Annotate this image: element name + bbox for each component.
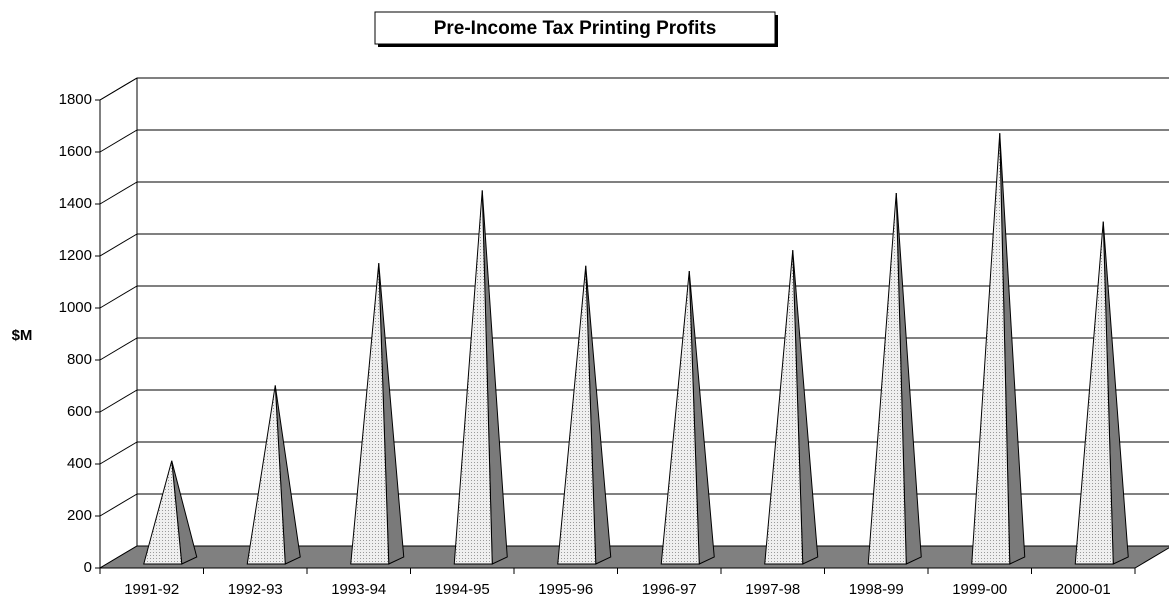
grid-line-side [99,181,138,205]
pyramid-front [350,263,390,565]
y-tick-label: 800 [67,351,92,368]
pyramid-front [764,250,804,565]
grid-line-side [99,285,138,309]
pyramid [867,192,922,565]
y-tick-label: 400 [67,455,92,472]
pyramid-front [453,190,493,565]
y-tick-label: 1600 [59,143,92,160]
y-tick-label: 200 [67,507,92,524]
pyramid [350,263,405,565]
pyramid [971,133,1026,565]
grid-line-side [99,493,138,517]
y-tick-label: 1400 [59,195,92,212]
chart-title: Pre-Income Tax Printing Profits [434,18,717,39]
grid-line-side [99,337,138,361]
title-box [374,11,776,45]
x-tick-label: 1996-97 [642,581,697,598]
grid-line-side [99,441,138,465]
y-tick-label: 600 [67,403,92,420]
y-tick-label: 0 [84,559,92,576]
y-tick-label: 1800 [59,91,92,108]
x-tick-label: 1992-93 [228,581,283,598]
y-axis-label: $M [12,327,33,344]
x-tick-label: 1998-99 [849,581,904,598]
grid-line-side [99,77,138,101]
pyramid [143,460,198,565]
grid-line-side [99,389,138,413]
pyramid [660,270,715,565]
x-tick-label: 1999-00 [952,581,1007,598]
pyramid-front [557,265,597,565]
pyramid-front [143,460,183,565]
grid-line-side [99,129,138,153]
pyramid [764,250,819,565]
pyramid-front [660,270,700,565]
pyramid [557,265,612,565]
y-tick-label: 1200 [59,247,92,264]
x-tick-label: 1995-96 [538,581,593,598]
x-tick-label: 1991-92 [124,581,179,598]
pyramid-front [246,385,286,565]
x-tick-label: 1993-94 [331,581,386,598]
pyramid-front [971,133,1011,565]
x-tick-label: 1994-95 [435,581,490,598]
x-tick-label: 2000-01 [1056,581,1111,598]
plot: 0 200 400 600 800 1000 1200 1400 1600 1800 1991-92… [59,77,1169,598]
pyramid-front [1074,221,1114,565]
grid-line-side [99,233,138,257]
pyramid [453,190,508,565]
x-tick-label: 1997-98 [745,581,800,598]
pyramid [1074,221,1129,565]
y-tick-label: 1000 [59,299,92,316]
pyramid-front [867,192,907,565]
pyramid [246,385,301,565]
